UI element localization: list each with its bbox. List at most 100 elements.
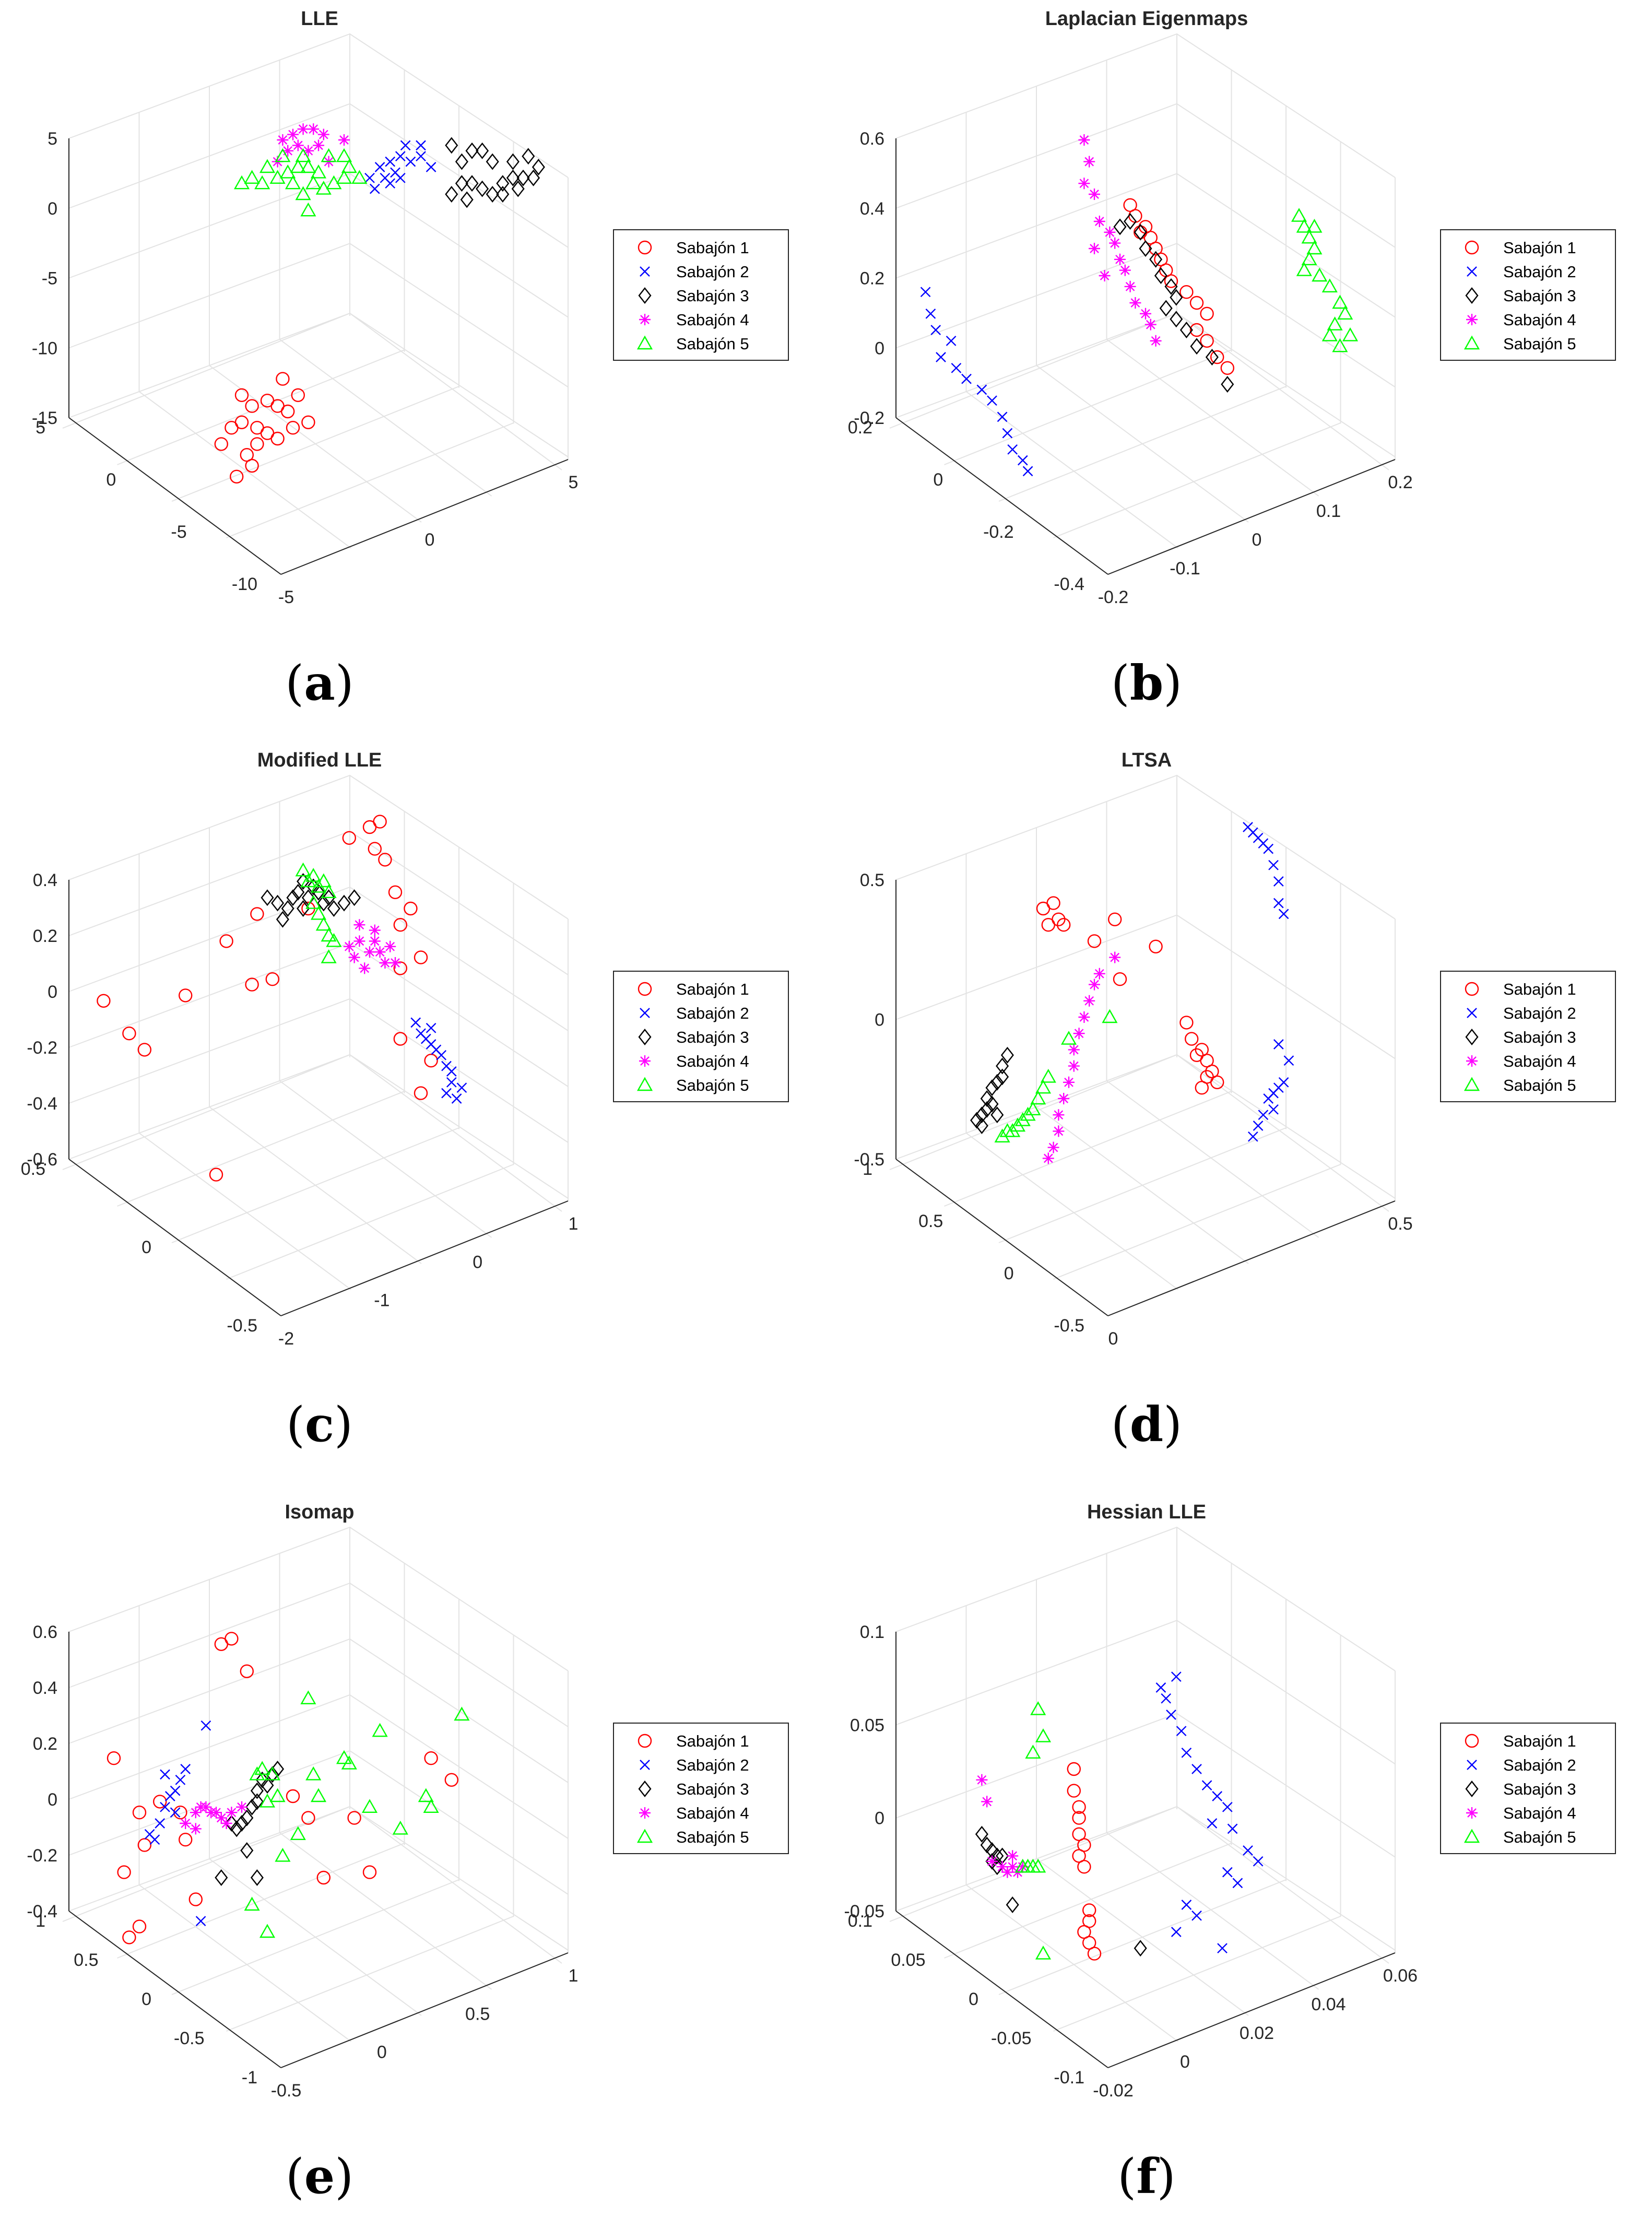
x-marker: [180, 1764, 191, 1774]
triangle-marker: [310, 905, 327, 920]
y-tick-label: 1: [569, 1966, 579, 1986]
diamond-marker: [975, 1106, 988, 1124]
star-marker: [1114, 253, 1126, 265]
legend-label: Sabajón 1: [1503, 980, 1576, 998]
triangle-marker: [423, 1799, 439, 1813]
y-tick-label: -5: [278, 587, 294, 607]
legend-star-marker: [639, 1055, 651, 1067]
series-3: [970, 1046, 1014, 1134]
x-marker: [436, 1050, 447, 1060]
star-marker: [190, 1807, 202, 1819]
diamond-marker: [261, 1777, 274, 1794]
diamond-marker: [970, 1112, 984, 1129]
z-tick-label: -0.4: [27, 1094, 57, 1114]
diamond-marker: [445, 137, 458, 154]
triangle-marker: [244, 1896, 260, 1911]
z-tick-label: 0: [875, 1010, 884, 1030]
diamond-marker: [465, 175, 479, 192]
star-marker: [1047, 1141, 1059, 1153]
triangle-marker: [1306, 218, 1323, 233]
diamond-marker: [527, 169, 540, 186]
legend-triangle-marker: [636, 1077, 653, 1091]
star-marker: [369, 935, 381, 947]
circle-marker: [250, 437, 264, 451]
z-tick-label: -0.05: [844, 1902, 885, 1921]
star-marker: [1063, 1076, 1075, 1088]
star-marker: [343, 940, 355, 952]
triangle-marker: [305, 175, 322, 190]
x-marker: [1161, 1693, 1172, 1704]
legend-x-marker: [640, 1008, 650, 1018]
series-3: [445, 137, 545, 208]
legend-circle-marker: [638, 1734, 652, 1748]
triangle-marker: [1301, 229, 1317, 244]
legend-x-marker: [1467, 1760, 1477, 1770]
legend-label: Sabajón 1: [676, 980, 749, 998]
diamond-marker: [980, 1090, 994, 1107]
circle-marker: [137, 1838, 151, 1852]
circle-marker: [362, 1865, 377, 1879]
legend-triangle-marker: [636, 1829, 653, 1843]
star-marker: [1104, 226, 1116, 238]
star-marker: [1017, 1861, 1029, 1873]
legend-circle-marker: [1465, 240, 1479, 255]
x-marker: [410, 1017, 421, 1028]
panel-b: 0.6 0.4 0.2 0 -0.2 0.2 0 -0.2 -0.4 -0.2 -0.1 0 0.1 0.…: [827, 0, 1652, 747]
circle-marker: [286, 1789, 300, 1803]
diamond-marker: [230, 1820, 243, 1837]
diamond-marker: [460, 191, 474, 208]
legend-x-marker: [1467, 266, 1477, 277]
circle-marker: [1149, 939, 1163, 953]
panel-d: 0.5 0 -0.5 1 0.5 0 -0.5 0 0.5 LTSA Sabajón 1 Sabajó…: [827, 741, 1652, 1488]
diamond-marker: [271, 894, 285, 912]
diamond-marker: [348, 889, 361, 906]
diamond-marker: [980, 1836, 994, 1854]
circle-marker: [373, 815, 387, 829]
legend-label: Sabajón 3: [1503, 1780, 1576, 1798]
circle-marker: [1082, 1903, 1096, 1917]
circle-marker: [265, 972, 279, 986]
series-4: [180, 1801, 247, 1835]
x-marker: [1222, 1867, 1233, 1878]
triangle-marker: [290, 1826, 306, 1840]
z-tick-label: -0.4: [27, 1902, 57, 1921]
legend-circle-marker: [1465, 982, 1479, 996]
circle-marker: [1108, 912, 1122, 926]
panel-e: 0.6 0.4 0.2 0 -0.2 -0.4 1 0.5 0 -0.5 -1 -0.5 0 0.5 1 Is…: [0, 1493, 825, 2240]
axes: [895, 138, 1396, 575]
diamond-marker: [506, 153, 520, 170]
star-marker: [338, 134, 350, 146]
diamond-marker: [250, 1793, 264, 1810]
star-marker: [353, 935, 365, 947]
legend-box: [613, 1723, 789, 1854]
triangle-marker: [300, 1690, 316, 1704]
legend-label: Sabajón 2: [1503, 1004, 1576, 1022]
triangle-marker: [1035, 1946, 1052, 1960]
circle-marker: [132, 1919, 147, 1934]
axes: [68, 138, 569, 575]
triangle-marker: [305, 868, 322, 882]
series-3: [215, 1761, 285, 1886]
chart-b: 0.60.40.20-0.20.20-0.2-0.4-0.2-0.100.10.…: [848, 8, 1616, 711]
star-marker: [277, 134, 289, 146]
star-marker: [180, 1818, 192, 1829]
triangle-marker: [418, 1788, 434, 1802]
diamond-marker: [306, 878, 320, 895]
star-marker: [292, 139, 304, 151]
x-marker: [936, 352, 946, 362]
y-tick-label: -0.1: [1170, 559, 1200, 579]
circle-marker: [1072, 1800, 1086, 1814]
diamond-marker: [496, 175, 510, 192]
axes: [895, 1632, 1396, 2068]
chart-title: Hessian LLE: [1087, 1501, 1206, 1523]
circle-marker: [260, 394, 275, 408]
legend-circle-marker: [638, 982, 652, 996]
x-tick-label: -0.1: [1054, 2068, 1084, 2088]
x-marker: [195, 1916, 206, 1927]
x-marker: [1253, 1856, 1264, 1867]
x-marker: [395, 151, 406, 162]
legend-x-marker: [640, 1760, 650, 1770]
diamond-marker: [975, 1117, 988, 1134]
circle-marker: [132, 1806, 147, 1820]
x-tick-label: -5: [171, 522, 186, 542]
